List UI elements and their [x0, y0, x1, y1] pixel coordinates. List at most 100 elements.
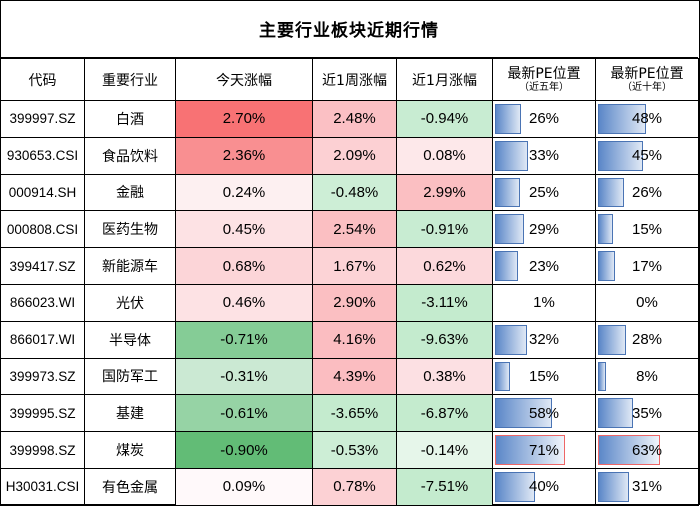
cell-industry: 医药生物 [84, 210, 176, 249]
cell-month: -9.63% [396, 320, 493, 359]
cell-pe5: 23% [492, 247, 596, 285]
cell-pe10: 26% [595, 173, 699, 212]
cell-industry: 新能源车 [84, 247, 176, 285]
pe5-bar [495, 398, 553, 429]
cell-today: -0.90% [175, 431, 313, 469]
pe10-bar [598, 435, 661, 465]
cell-code: 399417.SZ [0, 247, 85, 285]
pe10-bar [598, 398, 633, 429]
cell-industry: 国防军工 [84, 357, 176, 396]
table-row: H30031.CSI 有色金属 0.09% 0.78% -7.51% 40% 31% [0, 467, 699, 506]
cell-month: -0.94% [396, 100, 493, 138]
cell-week: 2.90% [312, 283, 397, 322]
cell-code: 000808.CSI [0, 210, 85, 249]
cell-pe5: 15% [492, 357, 596, 396]
cell-pe10: 15% [595, 210, 699, 249]
cell-pe10: 35% [595, 394, 699, 433]
pe10-label: 28% [631, 331, 663, 349]
pe10-bar [598, 140, 643, 171]
cell-week: 1.67% [312, 247, 397, 285]
pe5-label: 15% [528, 367, 560, 385]
pe5-bar [495, 435, 566, 465]
cell-today: 0.46% [175, 283, 313, 322]
pe5-label: 58% [528, 404, 560, 422]
cell-pe10: 48% [595, 100, 699, 138]
cell-pe5: 32% [492, 320, 596, 359]
pe5-bar [495, 104, 521, 134]
cell-week: 2.09% [312, 136, 397, 175]
pe10-label: 31% [631, 478, 663, 496]
table-row: 399997.SZ 白酒 2.70% 2.48% -0.94% 26% 48% [0, 100, 699, 138]
cell-pe5: 33% [492, 136, 596, 175]
pe10-bar [598, 104, 646, 134]
cell-industry: 白酒 [84, 100, 176, 138]
table-row: 866017.WI 半导体 -0.71% 4.16% -9.63% 32% 28% [0, 320, 699, 359]
cell-week: 0.78% [312, 467, 397, 506]
cell-month: -0.14% [396, 431, 493, 469]
cell-industry: 金融 [84, 173, 176, 212]
cell-pe10: 31% [595, 467, 699, 506]
pe5-bar [495, 214, 524, 245]
pe5-label: 1% [533, 294, 555, 312]
pe10-bar [598, 251, 615, 281]
cell-pe10: 63% [595, 431, 699, 469]
cell-code: 399998.SZ [0, 431, 85, 469]
pe10-label: 8% [636, 367, 658, 385]
cell-industry: 食品饮料 [84, 136, 176, 175]
cell-week: -0.48% [312, 173, 397, 212]
header-month: 近1月涨幅 [396, 58, 493, 101]
header-code: 代码 [0, 58, 85, 101]
cell-month: -6.87% [396, 394, 493, 433]
cell-week: -0.53% [312, 431, 397, 469]
header-row: 代码 重要行业 今天涨幅 近1周涨幅 近1月涨幅 最新PE位置 （近五年） 最新… [0, 58, 699, 101]
header-pe5-label: 最新PE位置 [507, 65, 581, 82]
industry-table: 代码 重要行业 今天涨幅 近1周涨幅 近1月涨幅 最新PE位置 （近五年） 最新… [0, 58, 699, 506]
pe5-bar [495, 361, 510, 392]
cell-code: H30031.CSI [0, 467, 85, 506]
table-row: 930653.CSI 食品饮料 2.36% 2.09% 0.08% 33% 45% [0, 136, 699, 175]
cell-week: 2.54% [312, 210, 397, 249]
table-row: 000914.SH 金融 0.24% -0.48% 2.99% 25% 26% [0, 173, 699, 212]
cell-pe10: 28% [595, 320, 699, 359]
cell-industry: 基建 [84, 394, 176, 433]
pe5-label: 26% [528, 110, 560, 128]
pe10-label: 17% [631, 257, 663, 275]
pe5-label: 40% [528, 478, 560, 496]
pe10-label: 35% [631, 404, 663, 422]
pe5-bar [495, 177, 520, 208]
cell-pe5: 1% [492, 283, 596, 322]
pe10-bar [598, 361, 606, 392]
pe10-label: 15% [631, 220, 663, 238]
cell-week: -3.65% [312, 394, 397, 433]
pe10-label: 0% [636, 294, 658, 312]
pe10-bar [598, 214, 613, 245]
cell-pe10: 45% [595, 136, 699, 175]
pe10-bar [598, 177, 624, 208]
cell-week: 2.48% [312, 100, 397, 138]
cell-pe10: 8% [595, 357, 699, 396]
cell-today: -0.31% [175, 357, 313, 396]
cell-pe5: 25% [492, 173, 596, 212]
table-title: 主要行业板块近期行情 [0, 0, 698, 58]
table-row: 866023.WI 光伏 0.46% 2.90% -3.11% 1% 0% [0, 283, 699, 322]
cell-today: 0.24% [175, 173, 313, 212]
cell-industry: 光伏 [84, 283, 176, 322]
header-pe10-sub: （近十年） [622, 81, 672, 93]
header-today: 今天涨幅 [175, 58, 313, 101]
cell-today: 0.68% [175, 247, 313, 285]
cell-month: 0.62% [396, 247, 493, 285]
cell-code: 930653.CSI [0, 136, 85, 175]
pe10-label: 26% [631, 183, 663, 201]
pe5-bar [495, 324, 527, 355]
header-week: 近1周涨幅 [312, 58, 397, 101]
cell-pe5: 29% [492, 210, 596, 249]
header-industry: 重要行业 [84, 58, 176, 101]
header-pe10: 最新PE位置 （近十年） [595, 58, 699, 101]
cell-pe5: 26% [492, 100, 596, 138]
cell-pe5: 58% [492, 394, 596, 433]
table-row: 399973.SZ 国防军工 -0.31% 4.39% 0.38% 15% 8% [0, 357, 699, 396]
cell-code: 000914.SH [0, 173, 85, 212]
cell-month: -7.51% [396, 467, 493, 506]
cell-code: 399973.SZ [0, 357, 85, 396]
cell-code: 399995.SZ [0, 394, 85, 433]
